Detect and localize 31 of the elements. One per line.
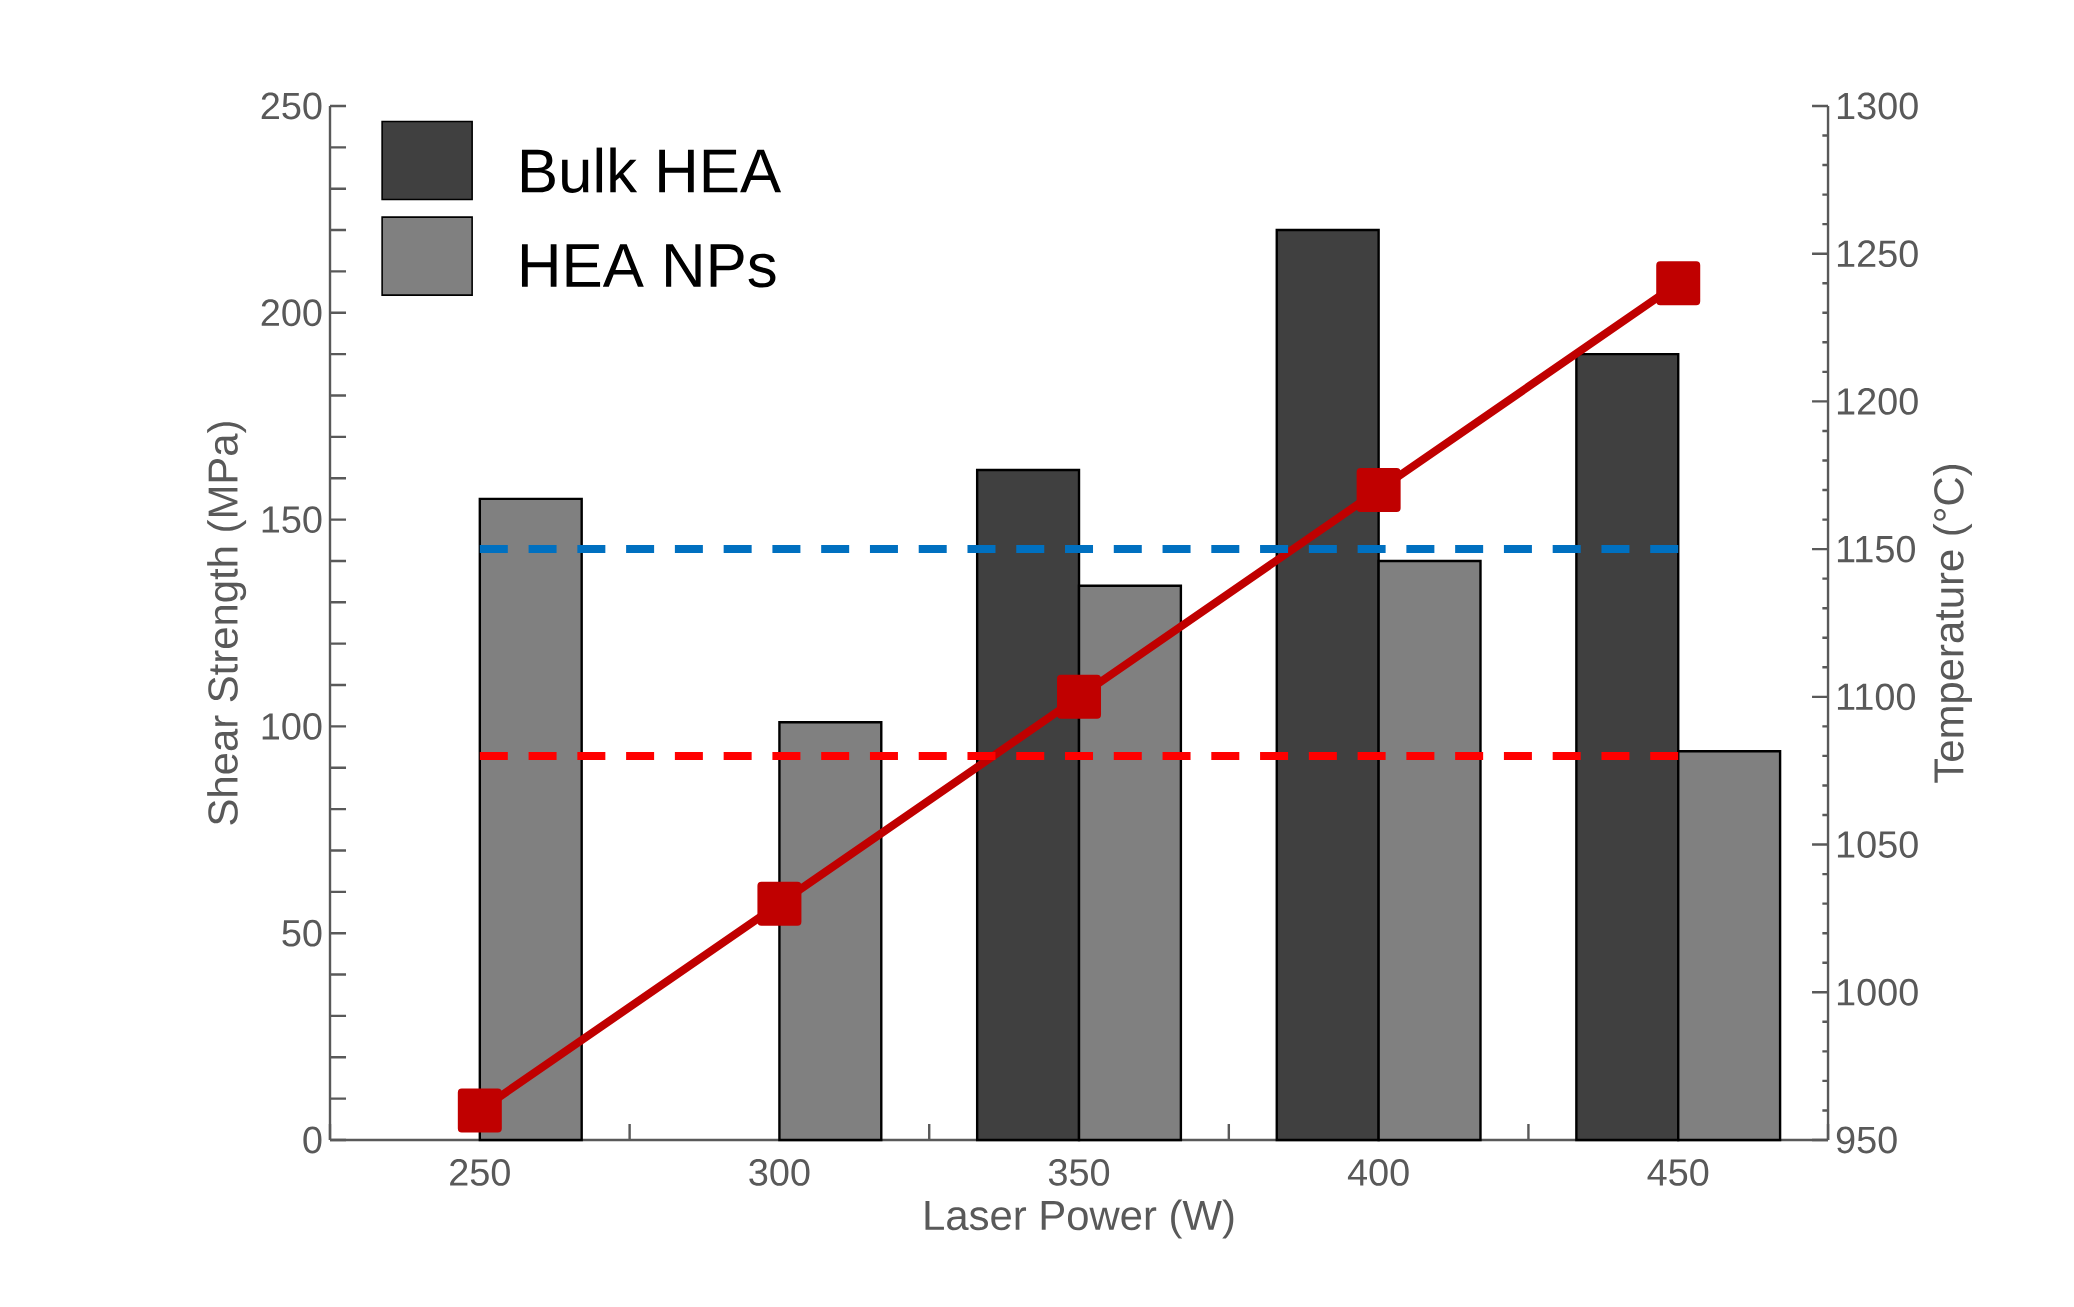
x-tick-label: 400 [1347,1159,1409,1186]
y-tick-label: 200 [261,299,322,327]
y2-tick-label: 1300 [1837,92,1918,120]
point [1356,468,1401,513]
point [757,881,802,926]
y2-tick-label: 1050 [1837,831,1918,858]
legend-label: Bulk HEA [521,147,782,193]
bar [478,497,583,1142]
y-tick-label: 0 [303,1126,322,1154]
x-tick-label: 250 [450,1159,510,1186]
y-tick-label: 250 [261,92,322,120]
y-axis-title: Shear Strength (MPa) [207,422,247,825]
bar [778,721,883,1142]
y2-tick-label: 1200 [1837,388,1918,415]
x-tick-label: 300 [749,1159,810,1186]
x-tick-label: 350 [1048,1159,1110,1186]
y-tick-label: 100 [262,712,322,740]
y-tick-label: 50 [282,919,322,947]
y2-tick-label: 1100 [1837,683,1915,711]
y-tick-label: 150 [262,506,322,533]
y2-axis-title: Temperature (°C) [1932,464,1972,783]
y2-tick-label: 1000 [1837,978,1918,1006]
x-axis-title: Laser Power (W) [925,1199,1234,1239]
point [1656,261,1701,306]
legend-label: HEA NPs [521,244,776,288]
y2-tick-label: 1250 [1837,240,1918,268]
x-tick-label: 450 [1647,1159,1709,1186]
y2-tick-label: 1150 [1837,535,1915,563]
y2-tick-label: 950 [1836,1126,1897,1154]
point [1057,674,1102,719]
point [457,1088,502,1133]
